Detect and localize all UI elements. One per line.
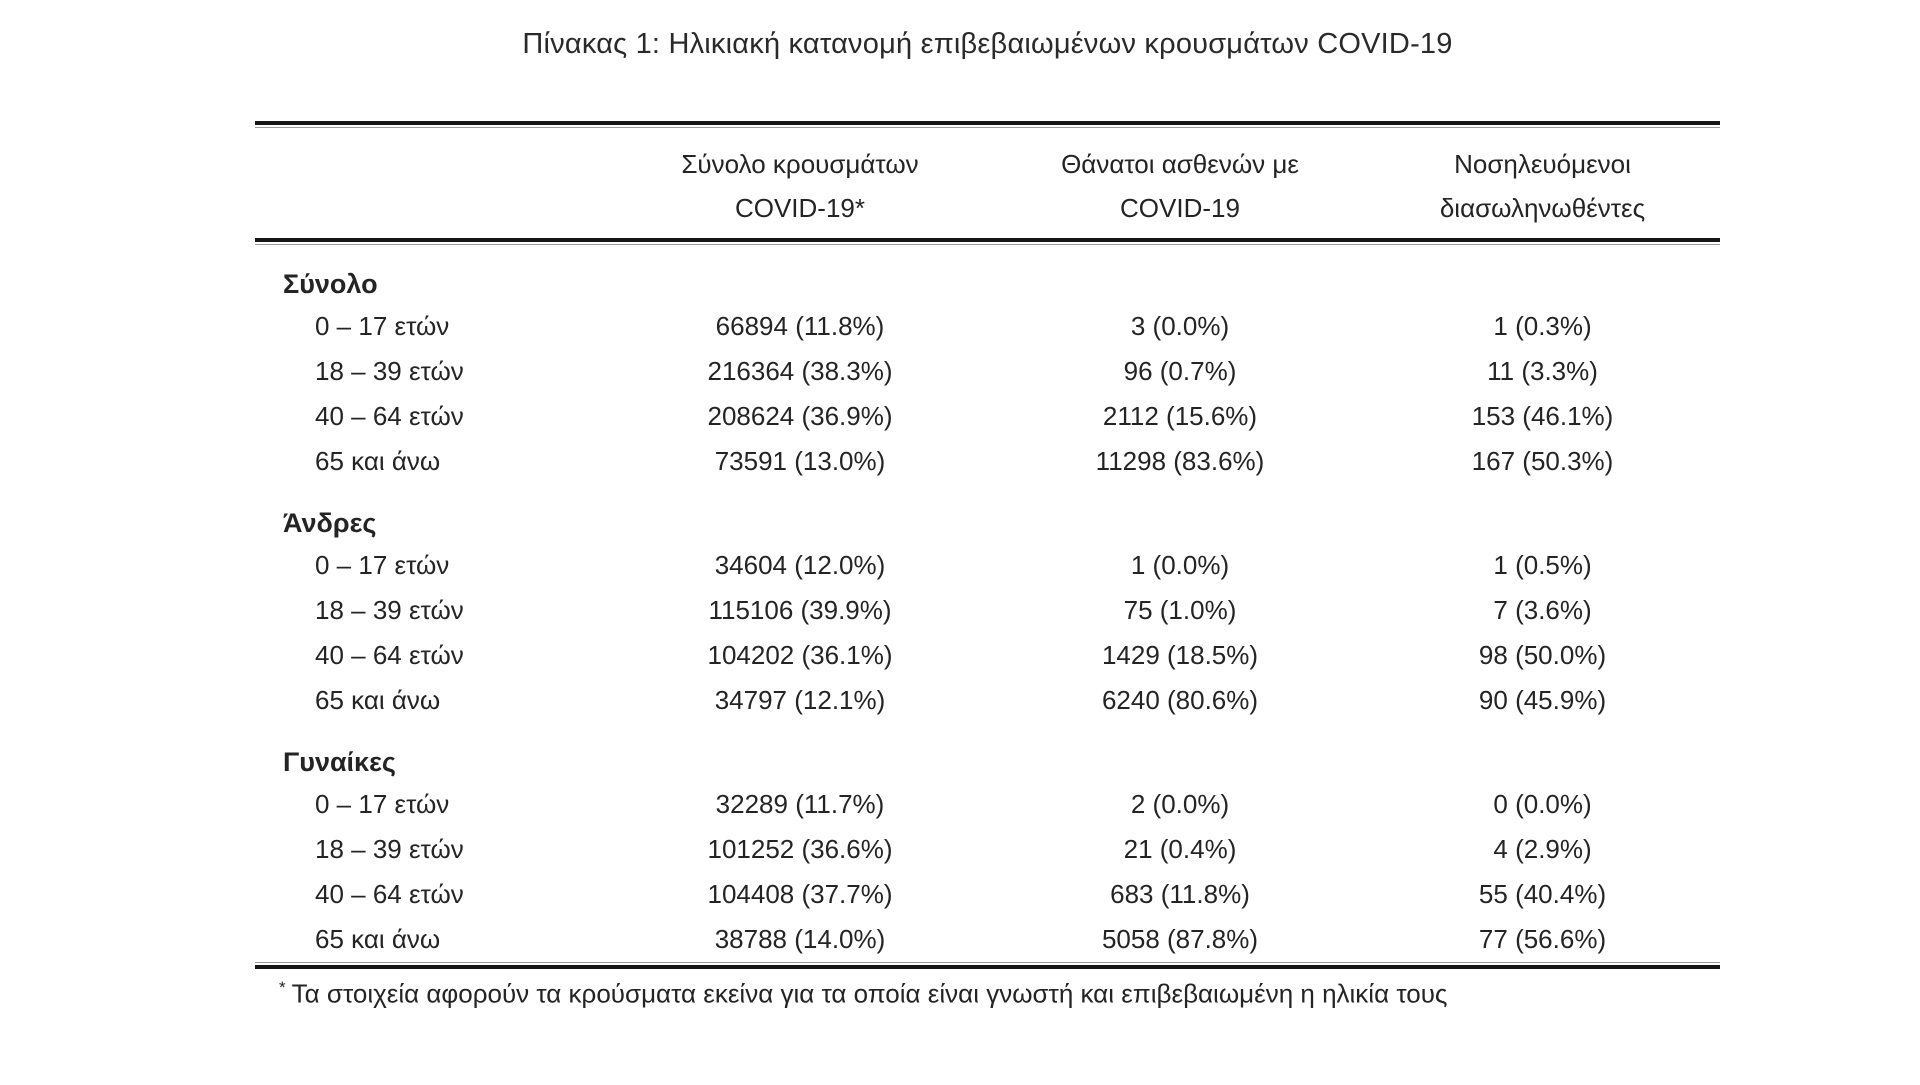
document-page: Πίνακας 1: Ηλικιακή κατανομή επιβεβαιωμέ… (255, 0, 1720, 1085)
deaths-cell: 11298 (83.6%) (1095, 446, 1265, 476)
data-table-body: Σύνολο 0 – 17 ετών 66894 (11.8%) 3 (0.0%) 1 … (255, 245, 1720, 962)
cases-cell: 216364 (38.3%) (707, 356, 893, 386)
table-row: 18 – 39 ετών 115106 (39.9%) 75 (1.0%) 7 (3.… (255, 588, 1720, 633)
group-header-row: Άνδρες (255, 484, 1720, 543)
cases-cell: 32289 (11.7%) (715, 789, 885, 819)
table-row: 65 και άνω 73591 (13.0%) 11298 (83.6%) 167 … (255, 439, 1720, 484)
intubated-cell: 11 (3.3%) (1487, 356, 1598, 386)
deaths-cell: 1 (0.0%) (1130, 550, 1230, 580)
cases-cell: 38788 (14.0%) (714, 924, 886, 954)
cases-cell: 101252 (36.6%) (707, 834, 893, 864)
age-cell: 65 και άνω (315, 924, 441, 954)
intubated-cell: 0 (0.0%) (1493, 789, 1592, 819)
header-intubated: Νοσηλευόμενοι διασωληνωθέντες (1365, 128, 1720, 238)
intubated-cell: 55 (40.4%) (1478, 879, 1607, 909)
age-cell: 40 – 64 ετών (315, 879, 464, 909)
deaths-cell: 2 (0.0%) (1130, 789, 1230, 819)
group-header-row: Σύνολο (255, 245, 1720, 304)
header-empty-cell (255, 128, 605, 238)
deaths-cell: 96 (0.7%) (1123, 356, 1237, 386)
header-separator-rule (255, 238, 1720, 245)
deaths-cell: 683 (11.8%) (1110, 879, 1250, 909)
age-cell: 0 – 17 ετών (315, 550, 450, 580)
age-cell: 0 – 17 ετών (315, 311, 450, 341)
table-row: 0 – 17 ετών 66894 (11.8%) 3 (0.0%) 1 (0.3%) (255, 304, 1720, 349)
intubated-cell: 77 (56.6%) (1478, 924, 1607, 954)
intubated-cell: 7 (3.6%) (1493, 595, 1592, 625)
page-title: Πίνακας 1: Ηλικιακή κατανομή επιβεβαιωμέ… (522, 28, 1453, 60)
group-label: Άνδρες (283, 508, 377, 538)
header-row: Σύνολο κρουσμάτων COVID-19* Θάνατοι ασθε… (255, 128, 1720, 238)
cases-cell: 104408 (37.7%) (707, 879, 893, 909)
footnote-marker: * (279, 978, 286, 997)
age-cell: 18 – 39 ετών (315, 356, 464, 386)
intubated-cell: 98 (50.0%) (1478, 640, 1607, 670)
header-intubated-line1: Νοσηλευόμενοι (1454, 149, 1631, 179)
deaths-cell: 75 (1.0%) (1123, 595, 1237, 625)
header-cases-line1: Σύνολο κρουσμάτων (681, 149, 919, 179)
table-row: 65 και άνω 38788 (14.0%) 5058 (87.8%) 77 (5… (255, 917, 1720, 962)
age-cell: 65 και άνω (315, 446, 441, 476)
deaths-cell: 5058 (87.8%) (1101, 924, 1259, 954)
cases-cell: 34797 (12.1%) (714, 685, 886, 715)
intubated-cell: 4 (2.9%) (1493, 834, 1592, 864)
cases-cell: 66894 (11.8%) (715, 311, 885, 341)
group-header-row: Γυναίκες (255, 723, 1720, 782)
age-cell: 40 – 64 ετών (315, 401, 464, 431)
age-cell: 40 – 64 ετών (315, 640, 464, 670)
deaths-cell: 6240 (80.6%) (1101, 685, 1259, 715)
group-label: Γυναίκες (283, 747, 396, 777)
table-row: 40 – 64 ετών 104408 (37.7%) 683 (11.8%) 55 … (255, 872, 1720, 917)
data-table: Σύνολο κρουσμάτων COVID-19* Θάνατοι ασθε… (255, 128, 1720, 238)
intubated-cell: 167 (50.3%) (1471, 446, 1614, 476)
header-deaths: Θάνατοι ασθενών με COVID-19 (995, 128, 1365, 238)
intubated-cell: 1 (0.5%) (1493, 550, 1592, 580)
table-row: 65 και άνω 34797 (12.1%) 6240 (80.6%) 90 (4… (255, 678, 1720, 723)
header-deaths-line1: Θάνατοι ασθενών με (1061, 149, 1299, 179)
header-cases: Σύνολο κρουσμάτων COVID-19* (605, 128, 995, 238)
age-cell: 0 – 17 ετών (315, 789, 450, 819)
intubated-cell: 153 (46.1%) (1471, 401, 1614, 431)
header-cases-line2: COVID-19* (734, 193, 866, 223)
table-header: Σύνολο κρουσμάτων COVID-19* Θάνατοι ασθε… (255, 128, 1720, 238)
intubated-cell: 1 (0.3%) (1493, 311, 1592, 341)
age-cell: 18 – 39 ετών (315, 834, 464, 864)
header-intubated-line2: διασωληνωθέντες (1439, 193, 1646, 223)
table-footnote: * Τα στοιχεία αφορούν τα κρούσματα εκείνα… (255, 978, 1720, 1010)
footnote-text: Τα στοιχεία αφορούν τα κρούσματα εκείνα … (291, 978, 1448, 1009)
table-row: 0 – 17 ετών 34604 (12.0%) 1 (0.0%) 1 (0.5%) (255, 543, 1720, 588)
table-body: Σύνολο 0 – 17 ετών 66894 (11.8%) 3 (0.0%) 1 … (255, 245, 1720, 962)
table-top-rule (255, 121, 1720, 128)
cases-cell: 104202 (36.1%) (707, 640, 893, 670)
cases-cell: 208624 (36.9%) (707, 401, 893, 431)
header-deaths-line2: COVID-19 (1120, 193, 1240, 223)
intubated-cell: 90 (45.9%) (1478, 685, 1607, 715)
cases-cell: 115106 (39.9%) (708, 595, 892, 625)
deaths-cell: 2112 (15.6%) (1102, 401, 1258, 431)
table-row: 40 – 64 ετών 208624 (36.9%) 2112 (15.6%) 15… (255, 394, 1720, 439)
cases-cell: 34604 (12.0%) (714, 550, 886, 580)
table-row: 40 – 64 ετών 104202 (36.1%) 1429 (18.5%) 98… (255, 633, 1720, 678)
cases-cell: 73591 (13.0%) (714, 446, 886, 476)
age-cell: 18 – 39 ετών (315, 595, 464, 625)
table-row: 18 – 39 ετών 101252 (36.6%) 21 (0.4%) 4 (2.… (255, 827, 1720, 872)
group-label: Σύνολο (283, 269, 378, 299)
deaths-cell: 3 (0.0%) (1130, 311, 1230, 341)
covid-age-distribution-table: Σύνολο κρουσμάτων COVID-19* Θάνατοι ασθε… (255, 121, 1720, 1010)
table-row: 18 – 39 ετών 216364 (38.3%) 96 (0.7%) 11 (3… (255, 349, 1720, 394)
deaths-cell: 21 (0.4%) (1123, 834, 1237, 864)
age-cell: 65 και άνω (315, 685, 441, 715)
table-row: 0 – 17 ετών 32289 (11.7%) 2 (0.0%) 0 (0.0%) (255, 782, 1720, 827)
deaths-cell: 1429 (18.5%) (1101, 640, 1259, 670)
table-bottom-rule (255, 962, 1720, 969)
